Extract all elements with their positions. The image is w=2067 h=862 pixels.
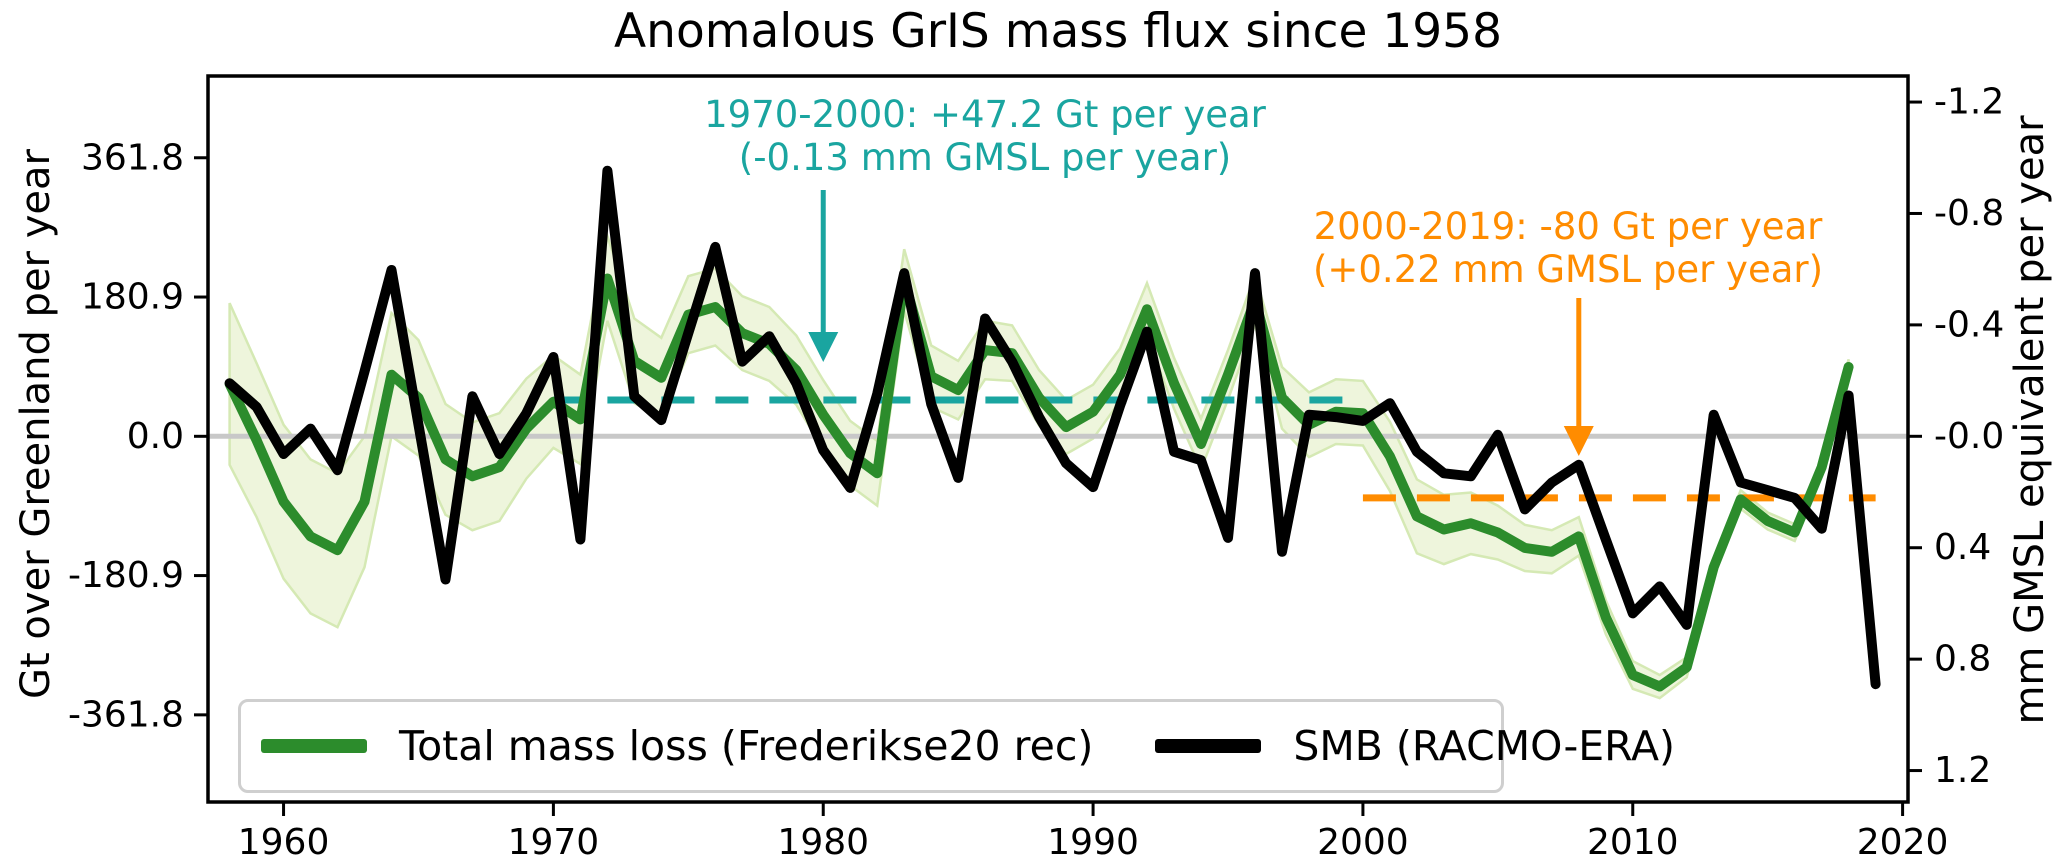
x-tick-label: 1980 — [777, 822, 869, 862]
annotation-1970-2000-line2: (-0.13 mm GMSL per year) — [738, 135, 1232, 179]
y-left-tick-label: 0.0 — [127, 416, 184, 457]
y-axis-label-right: mm GMSL equivalent per year — [2007, 115, 2053, 725]
y-right-tick-label: 0.4 — [1934, 527, 1991, 568]
y-right-tick-label: 1.2 — [1934, 750, 1991, 791]
plot-border — [206, 74, 1910, 804]
legend-swatch-total-mass-loss — [261, 739, 367, 753]
chart-title: Anomalous GrIS mass flux since 1958 — [614, 4, 1502, 59]
y-right-tick-label: -1.2 — [1934, 82, 2004, 123]
y-left-tick-label: 180.9 — [81, 277, 184, 318]
y-right-tick-label: 0.8 — [1934, 639, 1991, 680]
x-tick-label: 1970 — [508, 822, 600, 862]
annotation-1970-2000-line1: 1970-2000: +47.2 Gt per year — [704, 93, 1266, 136]
series-smb — [224, 165, 1881, 690]
annotation-2000-2019-line1: 2000-2019: -80 Gt per year — [1313, 205, 1823, 248]
y-axis-label-left: Gt over Greenland per year — [13, 149, 59, 699]
x-tick-label: 2000 — [1317, 822, 1409, 862]
annotation-1970-2000: 1970-2000: +47.2 Gt per year (-0.13 mm G… — [704, 93, 1266, 180]
orange-arrow-head — [1563, 426, 1594, 456]
teal-arrow-head — [808, 332, 839, 362]
y-left-tick-label: -361.8 — [68, 694, 184, 735]
y-right-tick-label: -0.8 — [1934, 193, 2004, 234]
x-tick-label: 2010 — [1587, 822, 1679, 862]
legend-label-smb: SMB (RACMO-ERA) — [1293, 722, 1676, 770]
y-right-tick-label: -0.0 — [1934, 416, 2004, 457]
annotation-2000-2019: 2000-2019: -80 Gt per year (+0.22 mm GMS… — [1312, 205, 1824, 292]
y-left-tick-label: 361.8 — [81, 137, 184, 178]
x-tick-label: 1960 — [238, 822, 330, 862]
x-tick-label: 2020 — [1857, 822, 1949, 862]
legend: Total mass loss (Frederikse20 rec) SMB (… — [238, 699, 1675, 793]
y-left-tick-label: -180.9 — [68, 555, 184, 596]
legend-swatch-smb — [1155, 739, 1262, 753]
legend-label-total-mass-loss: Total mass loss (Frederikse20 rec) — [399, 722, 1094, 770]
annotation-2000-2019-line2: (+0.22 mm GMSL per year) — [1312, 247, 1824, 291]
series-total-mass-loss — [224, 273, 1854, 692]
y-right-tick-label: -0.4 — [1934, 304, 2004, 345]
x-tick-label: 1990 — [1047, 822, 1139, 862]
